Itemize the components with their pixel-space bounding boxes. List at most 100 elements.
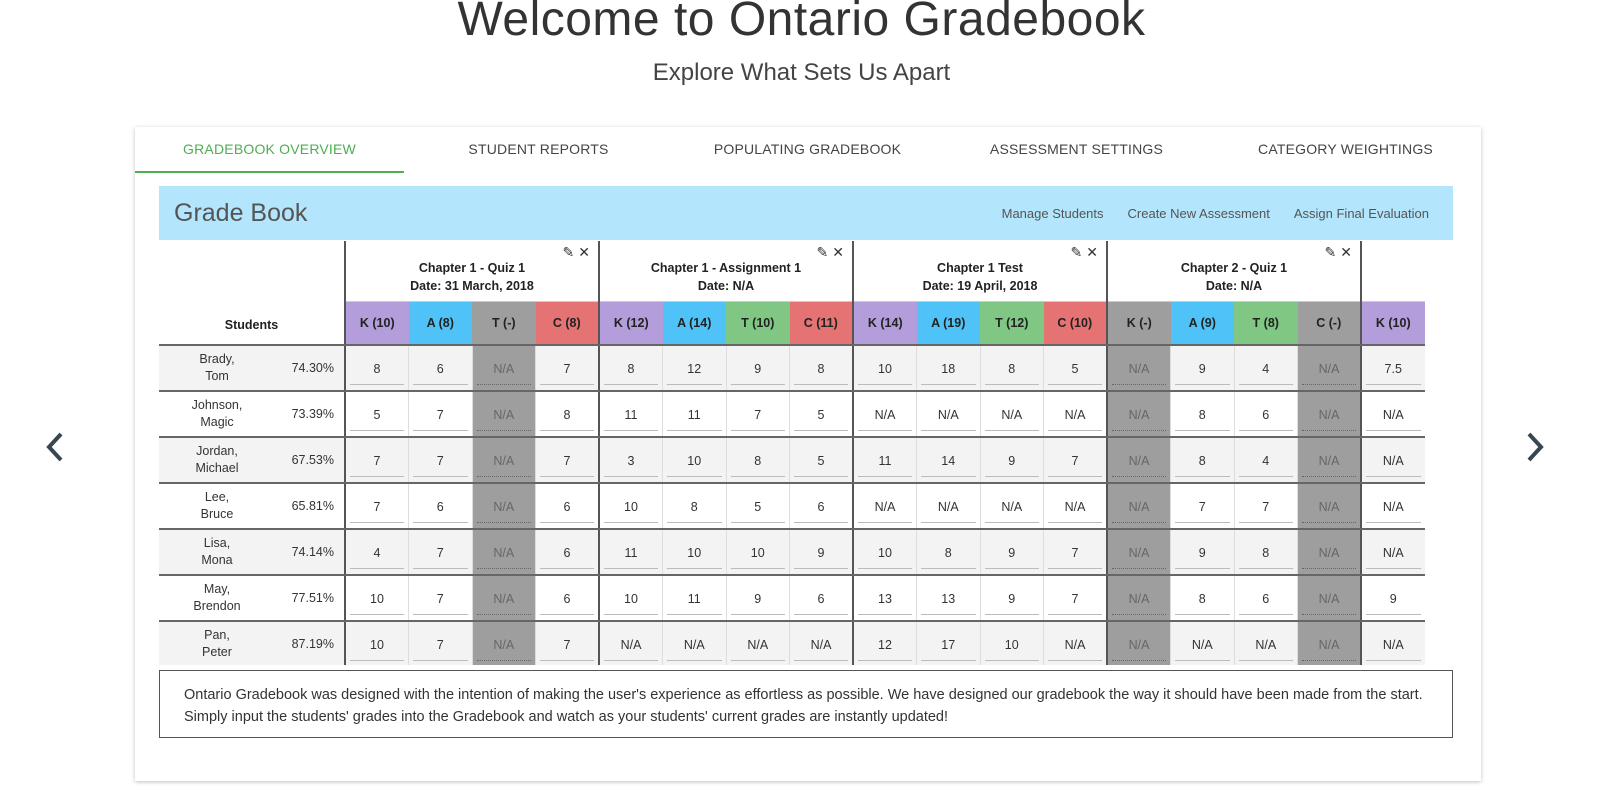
grade-cell[interactable]: 8 bbox=[1233, 529, 1298, 576]
grade-cell[interactable]: N/A bbox=[1043, 391, 1107, 438]
grade-cell[interactable]: N/A bbox=[662, 621, 726, 665]
grade-cell[interactable]: 9 bbox=[979, 529, 1044, 576]
grade-cell[interactable]: 6 bbox=[535, 529, 599, 576]
grade-cell[interactable]: 9 bbox=[789, 529, 853, 576]
pencil-icon[interactable]: ✎ bbox=[1324, 244, 1337, 260]
grade-cell[interactable]: 5 bbox=[789, 391, 853, 438]
grade-cell[interactable]: 10 bbox=[979, 621, 1044, 665]
grade-cell[interactable]: 10 bbox=[344, 621, 409, 665]
close-icon[interactable]: ✕ bbox=[578, 244, 590, 260]
grade-cell[interactable]: N/A bbox=[852, 483, 917, 530]
grade-cell[interactable]: 17 bbox=[916, 621, 980, 665]
grade-cell[interactable]: 9 bbox=[1360, 575, 1425, 622]
tab-category-weightings[interactable]: CATEGORY WEIGHTINGS bbox=[1258, 141, 1433, 157]
carousel-next-button[interactable] bbox=[1520, 430, 1550, 464]
grade-cell[interactable]: N/A bbox=[916, 391, 980, 438]
grade-cell[interactable]: 9 bbox=[725, 345, 790, 392]
grade-cell[interactable]: 7 bbox=[1043, 575, 1107, 622]
student-name[interactable]: Pan, Peter bbox=[159, 621, 275, 665]
grade-cell[interactable]: 11 bbox=[662, 391, 726, 438]
grade-cell[interactable]: 10 bbox=[725, 529, 790, 576]
grade-cell[interactable]: 8 bbox=[1170, 575, 1234, 622]
student-name[interactable]: Johnson, Magic bbox=[159, 391, 275, 438]
grade-cell[interactable]: 9 bbox=[725, 575, 790, 622]
grade-cell[interactable]: 7 bbox=[408, 621, 472, 665]
carousel-prev-button[interactable] bbox=[40, 430, 70, 464]
grade-cell[interactable]: 11 bbox=[852, 437, 917, 484]
grade-cell[interactable]: 6 bbox=[789, 483, 853, 530]
grade-cell[interactable]: 7 bbox=[408, 391, 472, 438]
grade-cell[interactable]: N/A bbox=[1360, 437, 1425, 484]
grade-cell[interactable]: N/A bbox=[1360, 529, 1425, 576]
grade-cell[interactable]: 11 bbox=[598, 391, 663, 438]
grade-cell[interactable]: 8 bbox=[916, 529, 980, 576]
grade-cell[interactable]: 13 bbox=[916, 575, 980, 622]
close-icon[interactable]: ✕ bbox=[1086, 244, 1098, 260]
grade-cell[interactable]: 8 bbox=[1170, 437, 1234, 484]
grade-cell[interactable]: 12 bbox=[852, 621, 917, 665]
grade-cell[interactable]: 10 bbox=[344, 575, 409, 622]
grade-cell[interactable]: 6 bbox=[1233, 391, 1298, 438]
student-name[interactable]: Lee, Bruce bbox=[159, 483, 275, 530]
grade-cell[interactable]: N/A bbox=[916, 483, 980, 530]
pencil-icon[interactable]: ✎ bbox=[562, 244, 575, 260]
grade-cell[interactable]: 5 bbox=[1043, 345, 1107, 392]
grade-cell[interactable]: N/A bbox=[979, 483, 1044, 530]
grade-cell[interactable]: 11 bbox=[598, 529, 663, 576]
manage-students-link[interactable]: Manage Students bbox=[1001, 205, 1104, 221]
student-name[interactable]: Lisa, Mona bbox=[159, 529, 275, 576]
grade-cell[interactable]: N/A bbox=[789, 621, 853, 665]
grade-cell[interactable]: 9 bbox=[979, 575, 1044, 622]
grade-cell[interactable]: N/A bbox=[1360, 621, 1425, 665]
grade-cell[interactable]: 7 bbox=[1043, 529, 1107, 576]
grade-cell[interactable]: 6 bbox=[408, 483, 472, 530]
grade-cell[interactable]: 8 bbox=[344, 345, 409, 392]
grade-cell[interactable]: N/A bbox=[979, 391, 1044, 438]
grade-cell[interactable]: 6 bbox=[535, 483, 599, 530]
grade-cell[interactable]: 7 bbox=[725, 391, 790, 438]
close-icon[interactable]: ✕ bbox=[1340, 244, 1352, 260]
student-name[interactable]: Brady, Tom bbox=[159, 345, 275, 392]
tab-assessment-settings[interactable]: ASSESSMENT SETTINGS bbox=[989, 141, 1164, 157]
grade-cell[interactable]: 7 bbox=[1043, 437, 1107, 484]
grade-cell[interactable]: 8 bbox=[789, 345, 853, 392]
grade-cell[interactable]: 7 bbox=[535, 621, 599, 665]
grade-cell[interactable]: 5 bbox=[725, 483, 790, 530]
grade-cell[interactable]: 9 bbox=[979, 437, 1044, 484]
grade-cell[interactable]: 8 bbox=[979, 345, 1044, 392]
grade-cell[interactable]: 10 bbox=[852, 345, 917, 392]
grade-cell[interactable]: 7 bbox=[1233, 483, 1298, 530]
grade-cell[interactable]: N/A bbox=[725, 621, 790, 665]
grade-cell[interactable]: 9 bbox=[1170, 529, 1234, 576]
grade-cell[interactable]: 5 bbox=[344, 391, 409, 438]
grade-cell[interactable]: N/A bbox=[1360, 391, 1425, 438]
grade-cell[interactable]: 7 bbox=[408, 529, 472, 576]
student-name[interactable]: Jordan, Michael bbox=[159, 437, 275, 484]
grade-cell[interactable]: 10 bbox=[598, 575, 663, 622]
grade-cell[interactable]: 3 bbox=[598, 437, 663, 484]
grade-cell[interactable]: N/A bbox=[598, 621, 663, 665]
grade-cell[interactable]: 10 bbox=[598, 483, 663, 530]
grade-cell[interactable]: 6 bbox=[408, 345, 472, 392]
grade-cell[interactable]: 7 bbox=[344, 483, 409, 530]
grade-cell[interactable]: 8 bbox=[1170, 391, 1234, 438]
grade-cell[interactable]: 6 bbox=[1233, 575, 1298, 622]
grade-cell[interactable]: 7 bbox=[408, 575, 472, 622]
student-name[interactable]: May, Brendon bbox=[159, 575, 275, 622]
grade-cell[interactable]: 4 bbox=[1233, 345, 1298, 392]
tab-student-reports[interactable]: STUDENT REPORTS bbox=[468, 141, 609, 157]
close-icon[interactable]: ✕ bbox=[832, 244, 844, 260]
grade-cell[interactable]: 18 bbox=[916, 345, 980, 392]
pencil-icon[interactable]: ✎ bbox=[816, 244, 829, 260]
grade-cell[interactable]: 6 bbox=[535, 575, 599, 622]
grade-cell[interactable]: 8 bbox=[662, 483, 726, 530]
grade-cell[interactable]: 8 bbox=[535, 391, 599, 438]
grade-cell[interactable]: 13 bbox=[852, 575, 917, 622]
grade-cell[interactable]: 7 bbox=[344, 437, 409, 484]
grade-cell[interactable]: 11 bbox=[662, 575, 726, 622]
create-assessment-link[interactable]: Create New Assessment bbox=[1127, 205, 1270, 221]
grade-cell[interactable]: 4 bbox=[1233, 437, 1298, 484]
grade-cell[interactable]: 7 bbox=[535, 437, 599, 484]
grade-cell[interactable]: N/A bbox=[1360, 483, 1425, 530]
grade-cell[interactable]: 7 bbox=[1170, 483, 1234, 530]
